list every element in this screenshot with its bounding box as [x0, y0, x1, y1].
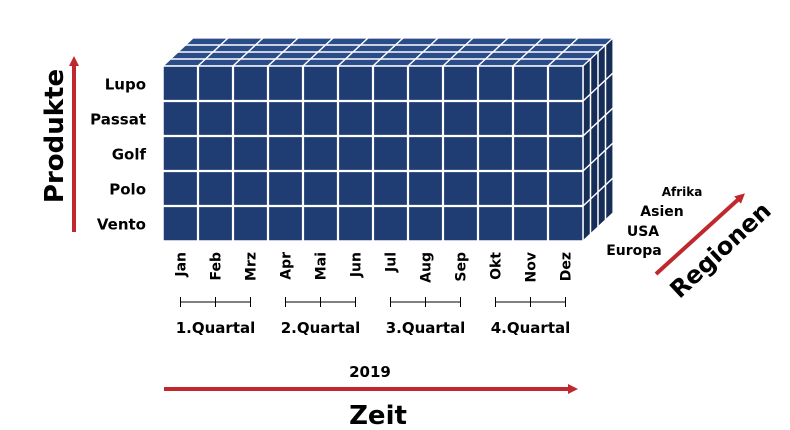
quarter-label: 3.Quartal: [386, 319, 466, 337]
product-label: Passat: [90, 111, 146, 129]
year-label: 2019: [349, 363, 391, 381]
quarter-brackets: [180, 297, 566, 307]
data-cube: [161, 36, 615, 243]
zeit-axis-label: Zeit: [349, 401, 407, 430]
cube-grid-line: [582, 72, 614, 102]
month-label: Sep: [454, 252, 470, 282]
region-label: Asien: [640, 204, 683, 220]
month-labels: Jan Feb Mrz Apr Mai Jun Jul Aug Sep Okt Nov Dez: [174, 252, 575, 283]
region-labels: Afrika Asien USA Europa: [606, 185, 702, 259]
month-label: Nov: [524, 252, 540, 282]
cube-grid-line: [582, 142, 614, 172]
product-label: Polo: [109, 181, 146, 199]
month-label: Mrz: [244, 252, 260, 281]
cube-grid-line: [582, 177, 614, 207]
month-label: Feb: [209, 252, 225, 281]
product-label: Vento: [97, 216, 146, 234]
produkte-axis-label: Produkte: [40, 69, 70, 203]
product-labels: Lupo Passat Golf Polo Vento: [90, 76, 146, 234]
month-label: Okt: [489, 252, 505, 280]
month-label: Dez: [559, 252, 575, 281]
cube-grid-line: [582, 107, 614, 137]
month-label: Mai: [314, 252, 330, 280]
product-label: Lupo: [105, 76, 146, 94]
region-label: USA: [627, 224, 659, 240]
quarter-label: 1.Quartal: [176, 319, 256, 337]
quarter-labels: 1.Quartal 2.Quartal 3.Quartal 4.Quartal: [176, 319, 571, 337]
quarter-label: 4.Quartal: [491, 319, 571, 337]
product-label: Golf: [112, 146, 147, 164]
month-label: Jan: [174, 252, 190, 278]
quarter-label: 2.Quartal: [281, 319, 361, 337]
month-label: Aug: [419, 252, 435, 283]
month-label: Jun: [349, 252, 365, 278]
region-label: Europa: [606, 243, 662, 259]
month-label: Jul: [384, 252, 400, 273]
month-label: Apr: [279, 252, 295, 280]
regionen-axis-arrow: [654, 193, 745, 276]
region-label: Afrika: [662, 185, 703, 199]
